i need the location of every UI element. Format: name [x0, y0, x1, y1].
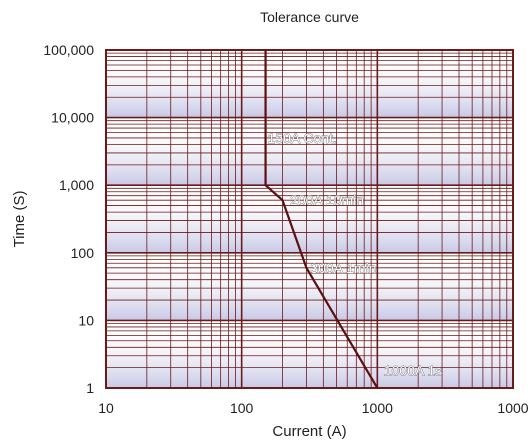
x-axis-title: Current (A)	[272, 423, 346, 440]
annotation-layer: 150A Cont. 200A 10min 300A 1min 1000A 1s	[267, 130, 442, 379]
plot-border	[105, 49, 514, 389]
decade-band	[106, 185, 513, 253]
chart-title: Tolerance curve	[260, 9, 359, 25]
decade-band	[106, 50, 513, 118]
y-tick-label: 1,000	[59, 177, 94, 193]
y-tick-label: 10,000	[51, 110, 94, 126]
decade-band	[106, 320, 513, 388]
y-tick-labels: 1 10 100 1,000 10,000 100,000	[43, 42, 94, 396]
y-tick-label: 1	[86, 380, 94, 396]
annotation-label: 300A 1min	[310, 260, 376, 276]
plot-background	[106, 50, 513, 388]
y-tick-label: 100	[71, 245, 95, 261]
x-tick-label: 1000	[362, 400, 393, 416]
annotation-label: 1000A 1s	[384, 363, 442, 379]
annotation-label: 150A Cont.	[268, 130, 337, 146]
series-layer	[264, 49, 379, 389]
y-tick-label: 10	[78, 312, 94, 328]
minor-gridlines	[106, 50, 513, 388]
decade-band	[106, 252, 513, 321]
x-tick-label: 100	[230, 400, 254, 416]
x-tick-labels: 10 100 1000 1000	[98, 400, 529, 416]
y-axis-title: Time (S)	[11, 191, 28, 248]
x-tick-label: 1000	[497, 400, 528, 416]
decade-band	[106, 117, 513, 186]
x-tick-label: 10	[98, 400, 114, 416]
y-tick-label: 100,000	[43, 42, 94, 58]
major-gridlines	[105, 49, 514, 389]
annotation-label: 200A 10min	[290, 192, 364, 208]
